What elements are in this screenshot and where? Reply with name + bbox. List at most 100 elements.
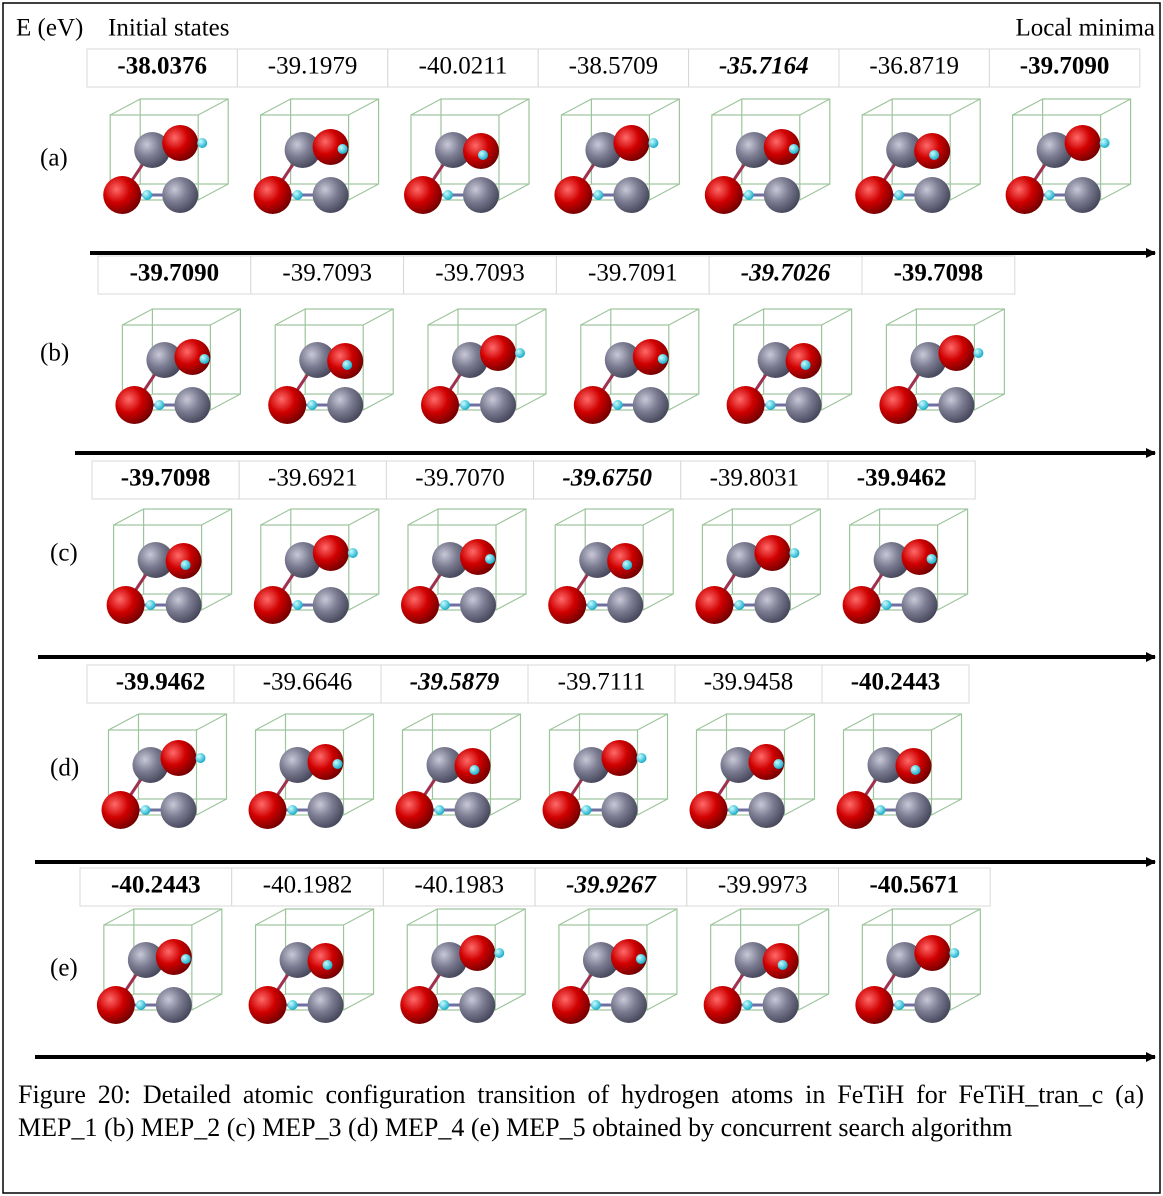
h-atom (342, 360, 352, 370)
fe-atom (552, 986, 590, 1024)
row-label: (a) (40, 145, 68, 172)
structure-box (559, 909, 589, 925)
fe-atom (313, 535, 349, 571)
fe-atom (613, 125, 649, 161)
structure-box (407, 909, 437, 925)
energy-value: -40.5671 (870, 872, 960, 899)
structure-box (643, 509, 673, 525)
structure-box (114, 509, 144, 525)
fe-atom (754, 535, 790, 571)
structure-box (197, 799, 227, 815)
structure-box (491, 799, 521, 815)
energy-value: -39.7091 (588, 260, 678, 287)
structure-box (256, 909, 286, 925)
final-label: Local minima (1015, 15, 1155, 42)
h-atom (154, 400, 164, 410)
structure-box (495, 909, 525, 925)
energy-value: -39.1979 (268, 53, 358, 80)
structure-box (950, 994, 980, 1010)
energy-value: -39.7070 (415, 465, 505, 492)
structure-box (210, 394, 240, 410)
ti-atom (786, 387, 822, 423)
ti-atom (896, 792, 932, 828)
h-atom (196, 753, 206, 763)
ti-atom (938, 387, 974, 423)
fe-atom (107, 586, 145, 624)
h-atom (734, 600, 744, 610)
fe-atom (879, 386, 917, 424)
ti-atom (308, 792, 344, 828)
ti-atom (463, 177, 499, 213)
energy-value: -39.9458 (704, 669, 794, 696)
h-atom (199, 354, 209, 364)
structure-box (192, 994, 222, 1010)
energy-value: -38.0376 (117, 53, 207, 80)
structure-box (669, 394, 699, 410)
fe-atom (97, 986, 135, 1024)
structure-box (862, 909, 892, 925)
structure-box (210, 309, 240, 325)
fe-atom (102, 791, 140, 829)
fe-atom (254, 586, 292, 624)
h-atom (293, 190, 303, 200)
fe-atom (268, 386, 306, 424)
energy-value: -35.7164 (719, 53, 809, 80)
structure-box (785, 799, 815, 815)
h-atom (648, 138, 658, 148)
energy-value: -39.7026 (741, 260, 831, 287)
fe-atom (855, 986, 893, 1024)
h-atom (729, 805, 739, 815)
structure-box (649, 184, 679, 200)
structure-box (363, 394, 393, 410)
ti-atom (763, 987, 799, 1023)
ti-atom (914, 987, 950, 1023)
ti-atom (754, 587, 790, 623)
fe-atom (404, 176, 442, 214)
structure-box (104, 909, 134, 925)
structure-box (109, 714, 139, 730)
structure-box (932, 714, 962, 730)
h-atom (515, 348, 525, 358)
energy-value: -39.9267 (566, 872, 657, 899)
structure-box (202, 509, 232, 525)
fe-atom (401, 586, 439, 624)
structure-box (886, 309, 916, 325)
structure-box (261, 509, 291, 525)
structure-box (495, 994, 525, 1010)
ti-atom (914, 177, 950, 213)
h-atom (949, 948, 959, 958)
fe-atom (161, 740, 197, 776)
h-atom (440, 600, 450, 610)
structure-box (550, 714, 580, 730)
h-atom (789, 548, 799, 558)
h-atom (743, 1000, 753, 1010)
structure-box (110, 99, 140, 115)
energy-value: -39.7098 (121, 465, 211, 492)
h-atom (142, 190, 152, 200)
fe-atom (837, 791, 875, 829)
energy-value: -39.9462 (857, 465, 947, 492)
fe-atom (103, 176, 141, 214)
ti-atom (460, 587, 496, 623)
fe-atom (249, 791, 287, 829)
energy-label: E (eV) (16, 15, 83, 42)
h-atom (894, 1000, 904, 1010)
energy-value: -40.2443 (111, 872, 201, 899)
structure-box (202, 594, 232, 610)
structure-box (581, 309, 611, 325)
ti-atom (161, 792, 197, 828)
structure-box (932, 799, 962, 815)
h-atom (593, 190, 603, 200)
h-atom (333, 759, 343, 769)
energy-value: -39.7111 (558, 669, 646, 696)
structure-box (516, 309, 546, 325)
h-atom (288, 805, 298, 815)
fe-atom (938, 335, 974, 371)
h-atom (307, 400, 317, 410)
h-atom (338, 144, 348, 154)
energy-value: -40.2443 (851, 669, 941, 696)
ti-atom (611, 987, 647, 1023)
h-atom (485, 554, 495, 564)
h-atom (136, 1000, 146, 1010)
fe-atom (421, 386, 459, 424)
